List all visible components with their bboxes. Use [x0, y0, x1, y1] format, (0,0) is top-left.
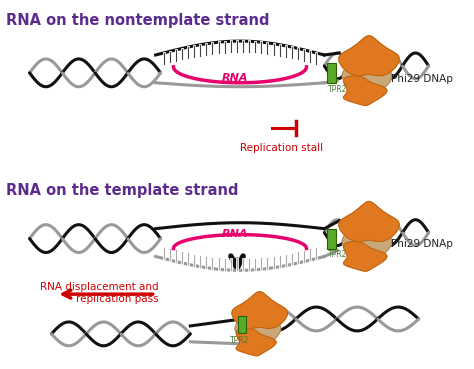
Text: Phi29 DNAp: Phi29 DNAp	[391, 238, 453, 249]
Text: RNA on the template strand: RNA on the template strand	[6, 183, 238, 198]
Text: Phi29 DNAp: Phi29 DNAp	[391, 74, 453, 84]
Bar	[328, 63, 336, 83]
Text: Replication stall: Replication stall	[240, 143, 323, 153]
Polygon shape	[235, 311, 281, 346]
Polygon shape	[339, 36, 399, 76]
Text: RNA on the nontemplate strand: RNA on the nontemplate strand	[6, 13, 269, 28]
Polygon shape	[342, 57, 392, 94]
Polygon shape	[236, 329, 276, 356]
Polygon shape	[232, 292, 287, 328]
Text: TPR2: TPR2	[328, 251, 348, 259]
Polygon shape	[342, 223, 392, 260]
Text: RNA displacement and
replication pass: RNA displacement and replication pass	[40, 282, 159, 304]
Bar	[238, 316, 246, 333]
Polygon shape	[344, 242, 387, 271]
Text: RNA: RNA	[222, 229, 248, 239]
Polygon shape	[339, 201, 399, 241]
Polygon shape	[344, 76, 387, 106]
Text: RNA: RNA	[222, 73, 248, 83]
Text: TPR2: TPR2	[230, 336, 249, 345]
Bar	[328, 229, 336, 248]
Text: TPR2: TPR2	[328, 85, 348, 94]
